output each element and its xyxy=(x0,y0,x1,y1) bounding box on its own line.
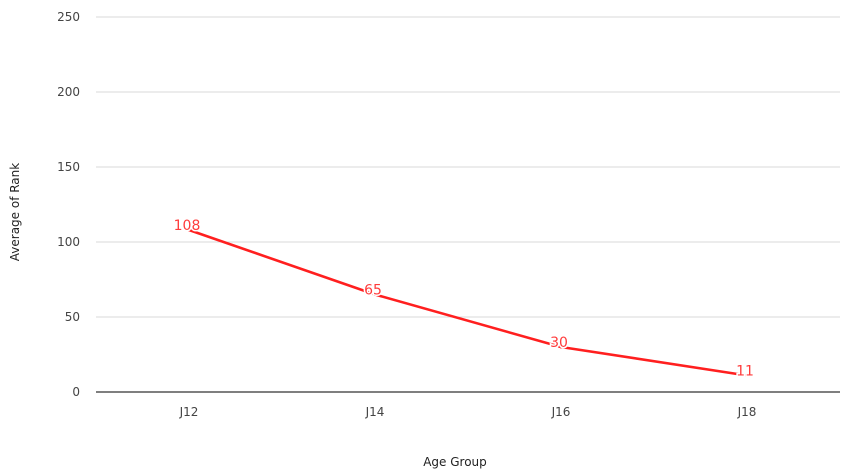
y-tick-label: 50 xyxy=(65,310,80,324)
x-tick-label: J12 xyxy=(179,405,199,419)
y-axis-ticks: 0 50 100 150 200 250 xyxy=(57,10,80,399)
data-labels: 108 65 30 11 xyxy=(172,217,755,382)
y-axis-title: Average of Rank xyxy=(8,163,22,262)
y-tick-label: 250 xyxy=(57,10,80,24)
x-tick-label: J18 xyxy=(737,405,757,419)
data-point xyxy=(187,228,191,232)
data-point xyxy=(745,374,749,377)
data-label: 30 xyxy=(550,335,568,351)
gridlines xyxy=(96,16,840,318)
data-label: 108 xyxy=(174,218,201,234)
y-tick-label: 150 xyxy=(57,160,80,174)
data-label: 11 xyxy=(736,364,754,380)
y-tick-label: 200 xyxy=(57,85,80,99)
x-axis-title: Age Group xyxy=(423,455,487,469)
series-group xyxy=(187,228,749,377)
data-point xyxy=(373,293,377,296)
y-tick-label: 0 xyxy=(72,385,80,399)
data-label: 65 xyxy=(364,283,382,299)
data-point xyxy=(559,345,563,349)
x-tick-label: J14 xyxy=(365,405,385,419)
x-tick-label: J16 xyxy=(551,405,571,419)
series-line xyxy=(187,228,749,377)
x-axis-ticks: J12 J14 J16 J18 xyxy=(179,405,757,419)
y-tick-label: 100 xyxy=(57,235,80,249)
